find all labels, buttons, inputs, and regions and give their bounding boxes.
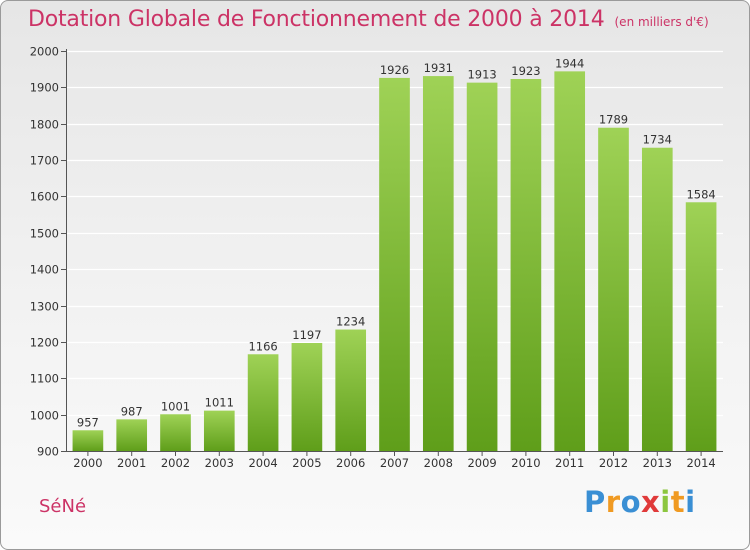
y-tick-label: 1900 — [30, 81, 59, 95]
y-tick-label: 1200 — [30, 336, 59, 350]
bar — [291, 343, 323, 451]
x-tick-label: 2003 — [205, 456, 234, 470]
y-tick-label: 1700 — [30, 154, 59, 168]
logo-letter: P — [584, 485, 606, 519]
y-tick-label: 1400 — [30, 263, 59, 277]
bar — [335, 329, 367, 451]
data-label: 1923 — [511, 64, 540, 78]
data-label: 1913 — [467, 68, 496, 82]
x-tick-label: 2011 — [555, 456, 584, 470]
data-label: 957 — [77, 415, 99, 429]
x-tick-label: 2006 — [336, 456, 365, 470]
labels: 900 1000 1100 1200 1300 1400 1500 1600 1700 1800 1… — [30, 45, 716, 471]
data-label: 1734 — [643, 133, 672, 147]
x-tick-label: 2009 — [467, 456, 496, 470]
x-tick-label: 2014 — [686, 456, 715, 470]
y-tick-label: 900 — [37, 445, 59, 459]
x-tick-label: 2001 — [117, 456, 146, 470]
bar — [379, 77, 410, 451]
bar — [116, 419, 148, 451]
bar — [598, 127, 629, 452]
axes — [61, 49, 723, 456]
x-tick-label: 2008 — [424, 456, 453, 470]
bars — [72, 71, 717, 452]
x-tick-label: 2000 — [73, 456, 102, 470]
y-tick-label: 1800 — [30, 118, 59, 132]
data-label: 1011 — [205, 396, 234, 410]
data-label: 1944 — [555, 56, 584, 70]
chart-title: Dotation Globale de Fonctionnement de 20… — [28, 7, 709, 32]
y-tick-label: 1600 — [30, 190, 59, 204]
y-tick-label: 1000 — [30, 409, 59, 423]
x-tick-label: 2005 — [292, 456, 321, 470]
proxiti-logo: Proxiti — [584, 485, 696, 519]
title-text: Dotation Globale de Fonctionnement de 20… — [28, 7, 605, 32]
logo-letter: t — [670, 485, 686, 519]
data-label: 1926 — [380, 63, 409, 77]
x-tick-label: 2007 — [380, 456, 409, 470]
bar — [466, 82, 498, 452]
data-label: 1931 — [424, 61, 453, 75]
bar — [510, 79, 542, 451]
logo-letter: x — [641, 485, 661, 519]
bar — [247, 354, 279, 451]
data-label: 1197 — [292, 328, 321, 342]
y-tick-label: 1100 — [30, 372, 59, 386]
unit-note: (en milliers d'€) — [614, 15, 709, 29]
x-tick-label: 2002 — [161, 456, 190, 470]
x-tick-label: 2010 — [511, 456, 540, 470]
x-tick-label: 2004 — [248, 456, 277, 470]
data-label: 1789 — [599, 113, 628, 127]
y-tick-label: 1300 — [30, 300, 59, 314]
logo-letter: i — [660, 485, 671, 519]
logo-letter: i — [685, 485, 696, 519]
bar — [685, 202, 717, 451]
bar — [641, 147, 673, 451]
bar — [72, 430, 104, 451]
data-label: 1001 — [161, 399, 190, 413]
bar — [554, 71, 586, 451]
bar — [160, 414, 191, 451]
commune-name: SéNé — [39, 496, 87, 517]
logo-letter: r — [605, 485, 621, 519]
y-tick-label: 2000 — [30, 45, 59, 59]
data-label: 1584 — [686, 187, 715, 201]
y-tick-label: 1500 — [30, 227, 59, 241]
bar — [422, 76, 454, 451]
data-label: 987 — [121, 404, 143, 418]
x-tick-label: 2012 — [599, 456, 628, 470]
bar — [203, 410, 235, 451]
data-label: 1166 — [248, 339, 277, 353]
data-label: 1234 — [336, 315, 365, 329]
logo-letter: o — [620, 485, 642, 519]
x-tick-label: 2013 — [643, 456, 672, 470]
